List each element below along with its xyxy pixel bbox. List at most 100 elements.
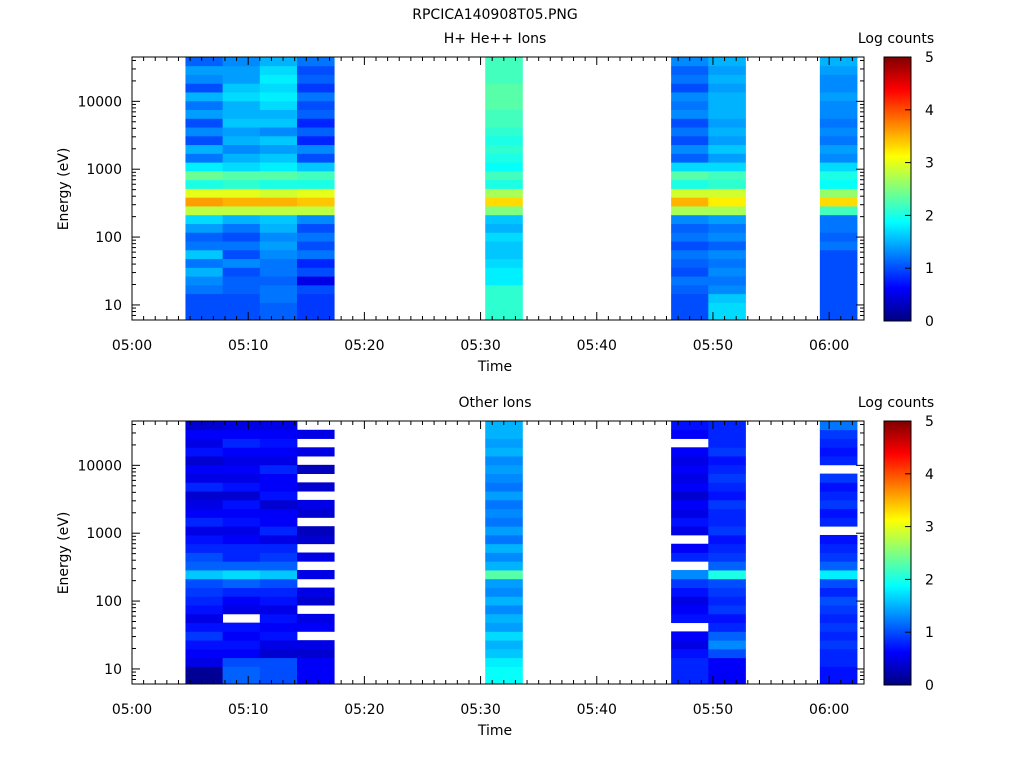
heatmap-cell [222, 57, 261, 67]
colorbar-tick-label: 0 [925, 678, 934, 694]
heatmap-cell [671, 302, 709, 312]
heatmap-cell [296, 241, 335, 251]
heatmap-cell [259, 293, 298, 303]
heatmap-cell [296, 214, 335, 224]
y-tick-label: 10000 [77, 458, 122, 474]
heatmap-cell [485, 508, 523, 518]
heatmap-cell [708, 640, 746, 650]
heatmap-cell [222, 100, 261, 110]
heatmap-cell [185, 57, 224, 67]
heatmap-cell [819, 561, 858, 571]
heatmap-cell [485, 144, 523, 154]
heatmap-cell [708, 249, 746, 260]
heatmap-cell [185, 100, 224, 110]
heatmap-cell [222, 311, 261, 321]
heatmap-cell [819, 144, 858, 154]
heatmap-cell [819, 65, 858, 75]
heatmap-cell [296, 293, 335, 303]
x-tick-label: 05:30 [460, 702, 500, 718]
heatmap-cell [708, 258, 746, 268]
heatmap-cell [708, 144, 746, 154]
heatmap-cell [708, 284, 746, 295]
heatmap-cell [485, 491, 523, 501]
heatmap-cell [708, 534, 746, 545]
heatmap-cell [222, 65, 261, 75]
heatmap-cell [222, 491, 261, 501]
heatmap-cell [485, 464, 523, 474]
heatmap-cell [485, 65, 523, 75]
heatmap-cell [259, 74, 298, 84]
heatmap-cell [185, 648, 224, 659]
heatmap-cell [222, 526, 261, 536]
colorbar-tick-label: 0 [925, 314, 934, 330]
heatmap-cell [259, 153, 298, 163]
heatmap-cell [819, 241, 858, 251]
heatmap-cell [222, 162, 261, 172]
heatmap-cell [185, 74, 224, 84]
heatmap-cell [671, 223, 709, 233]
heatmap-cell [671, 631, 709, 641]
heatmap-cell [222, 552, 261, 562]
heatmap-cell [671, 473, 709, 483]
heatmap-cell [222, 675, 261, 685]
heatmap-cell [296, 258, 335, 268]
heatmap-cell [222, 447, 261, 457]
heatmap-cell [185, 473, 224, 483]
heatmap-cell [708, 631, 746, 641]
colorbar-ticks: 0 1 2 3 4 5 [905, 50, 934, 330]
heatmap-cell [819, 613, 858, 624]
heatmap-cell [222, 622, 261, 632]
heatmap-cell [671, 188, 709, 198]
heatmap-cell [259, 534, 298, 545]
heatmap-cell [222, 464, 261, 474]
heatmap-cell [259, 482, 298, 492]
heatmap-cell [708, 622, 746, 632]
heatmap-cell [222, 135, 261, 146]
x-axis: 05:00 05:10 05:20 05:30 05:40 05:50 06:00 [112, 57, 865, 354]
heatmap-cell [708, 276, 746, 286]
heatmap-cell [296, 188, 335, 198]
heatmap-cell [259, 640, 298, 650]
heatmap-cell [222, 429, 261, 439]
heatmap-cell [485, 223, 523, 233]
heatmap-cell [259, 57, 298, 67]
heatmap-cell [819, 596, 858, 606]
heatmap-cell [708, 648, 746, 659]
heatmap-cell [259, 100, 298, 110]
heatmap-cell [259, 241, 298, 251]
y-tick-label: 100 [95, 230, 122, 246]
panel-title: H+ He++ Ions [444, 31, 547, 47]
heatmap-cell [485, 179, 523, 189]
heatmap-cell [708, 118, 746, 128]
heatmap-cell [222, 534, 261, 545]
heatmap-cell [185, 188, 224, 198]
heatmap-cell [485, 570, 523, 580]
heatmap-cell [259, 552, 298, 562]
heatmap-cell [671, 249, 709, 260]
heatmap-cell [222, 517, 261, 527]
heatmap-cell [485, 456, 523, 466]
heatmap-cell [485, 552, 523, 562]
heatmap-cell [296, 526, 335, 536]
heatmap-cell [259, 657, 298, 667]
heatmap-cell [671, 657, 709, 667]
heatmap-cell [259, 622, 298, 632]
heatmap-cell [222, 421, 261, 431]
heatmap-cell [296, 499, 335, 510]
heatmap-cell [296, 622, 335, 632]
heatmap-cell [819, 456, 858, 466]
heatmap-cell [485, 267, 523, 277]
heatmap-cell [485, 622, 523, 632]
heatmap-cell [671, 241, 709, 251]
heatmap-cell [708, 499, 746, 510]
heatmap-cell [708, 596, 746, 606]
heatmap-cell [185, 118, 224, 128]
colorbar-label: Log counts [858, 31, 934, 47]
heatmap-cell [819, 162, 858, 172]
heatmap-cell [222, 144, 261, 154]
heatmap-cell [708, 65, 746, 75]
heatmap-cell [222, 482, 261, 492]
heatmap-cell [222, 543, 261, 553]
heatmap-cell [485, 83, 523, 93]
heatmap-cell [185, 241, 224, 251]
